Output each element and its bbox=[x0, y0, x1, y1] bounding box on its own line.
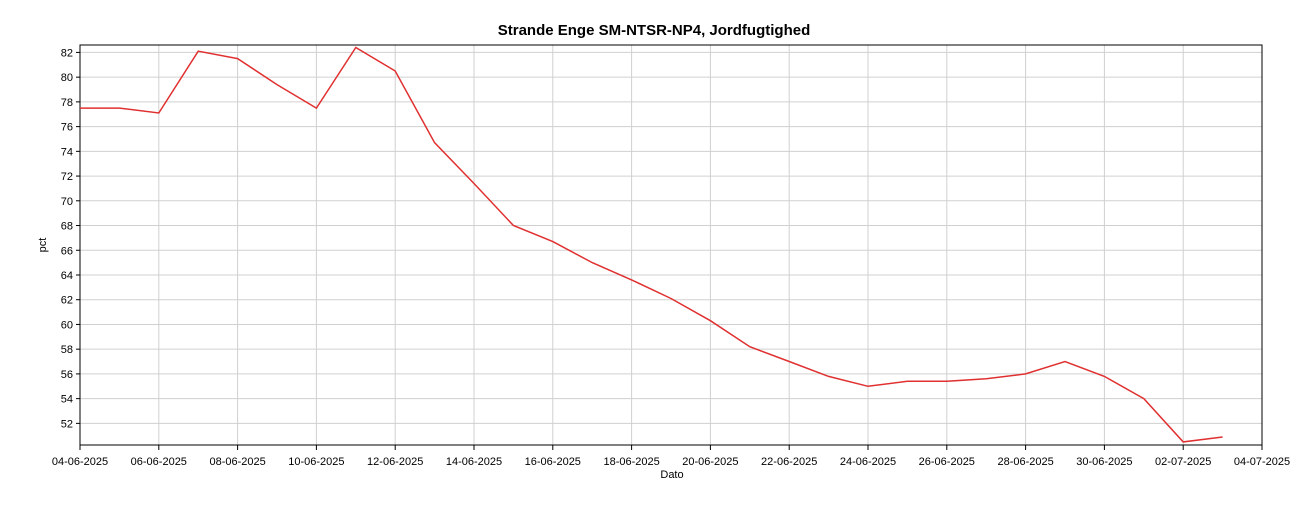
y-axis-label: pct bbox=[37, 238, 49, 253]
y-tick-label: 60 bbox=[61, 319, 73, 331]
x-tick-label: 10-06-2025 bbox=[288, 456, 344, 468]
x-tick-label: 04-07-2025 bbox=[1234, 456, 1290, 468]
y-tick-label: 62 bbox=[61, 295, 73, 307]
plot-frame bbox=[79, 44, 1263, 446]
x-tick-label: 20-06-2025 bbox=[682, 456, 738, 468]
x-tick-label: 28-06-2025 bbox=[997, 456, 1053, 468]
y-tick-label: 58 bbox=[61, 344, 73, 356]
x-tick-label: 06-06-2025 bbox=[131, 456, 187, 468]
y-tick-label: 76 bbox=[61, 122, 73, 134]
x-tick-label: 22-06-2025 bbox=[761, 456, 817, 468]
y-tick-label: 64 bbox=[61, 270, 73, 282]
x-tick-label: 24-06-2025 bbox=[840, 456, 896, 468]
y-tick-label: 74 bbox=[61, 146, 73, 158]
x-axis-label: Dato bbox=[660, 469, 683, 481]
x-tick-label: 04-06-2025 bbox=[52, 456, 108, 468]
y-tick-label: 82 bbox=[61, 47, 73, 59]
y-tick-label: 56 bbox=[61, 369, 73, 381]
x-tick-label: 02-07-2025 bbox=[1155, 456, 1211, 468]
x-tick-label: 16-06-2025 bbox=[525, 456, 581, 468]
y-tick-label: 70 bbox=[61, 196, 73, 208]
y-tick-label: 78 bbox=[61, 97, 73, 109]
y-tick-label: 66 bbox=[61, 245, 73, 257]
x-tick-label: 12-06-2025 bbox=[367, 456, 423, 468]
y-tick-label: 52 bbox=[61, 418, 73, 430]
x-tick-label: 18-06-2025 bbox=[603, 456, 659, 468]
y-tick-label: 72 bbox=[61, 171, 73, 183]
y-tick-label: 54 bbox=[61, 394, 73, 406]
x-tick-label: 26-06-2025 bbox=[919, 456, 975, 468]
x-tick-label: 30-06-2025 bbox=[1076, 456, 1132, 468]
x-tick-label: 08-06-2025 bbox=[209, 456, 265, 468]
chart-title: Strande Enge SM-NTSR-NP4, Jordfugtighed bbox=[498, 22, 811, 39]
y-tick-label: 68 bbox=[61, 221, 73, 233]
x-tick-label: 14-06-2025 bbox=[446, 456, 502, 468]
plot-area bbox=[80, 45, 1262, 445]
data-line bbox=[80, 46, 1223, 443]
y-tick-label: 80 bbox=[61, 72, 73, 84]
